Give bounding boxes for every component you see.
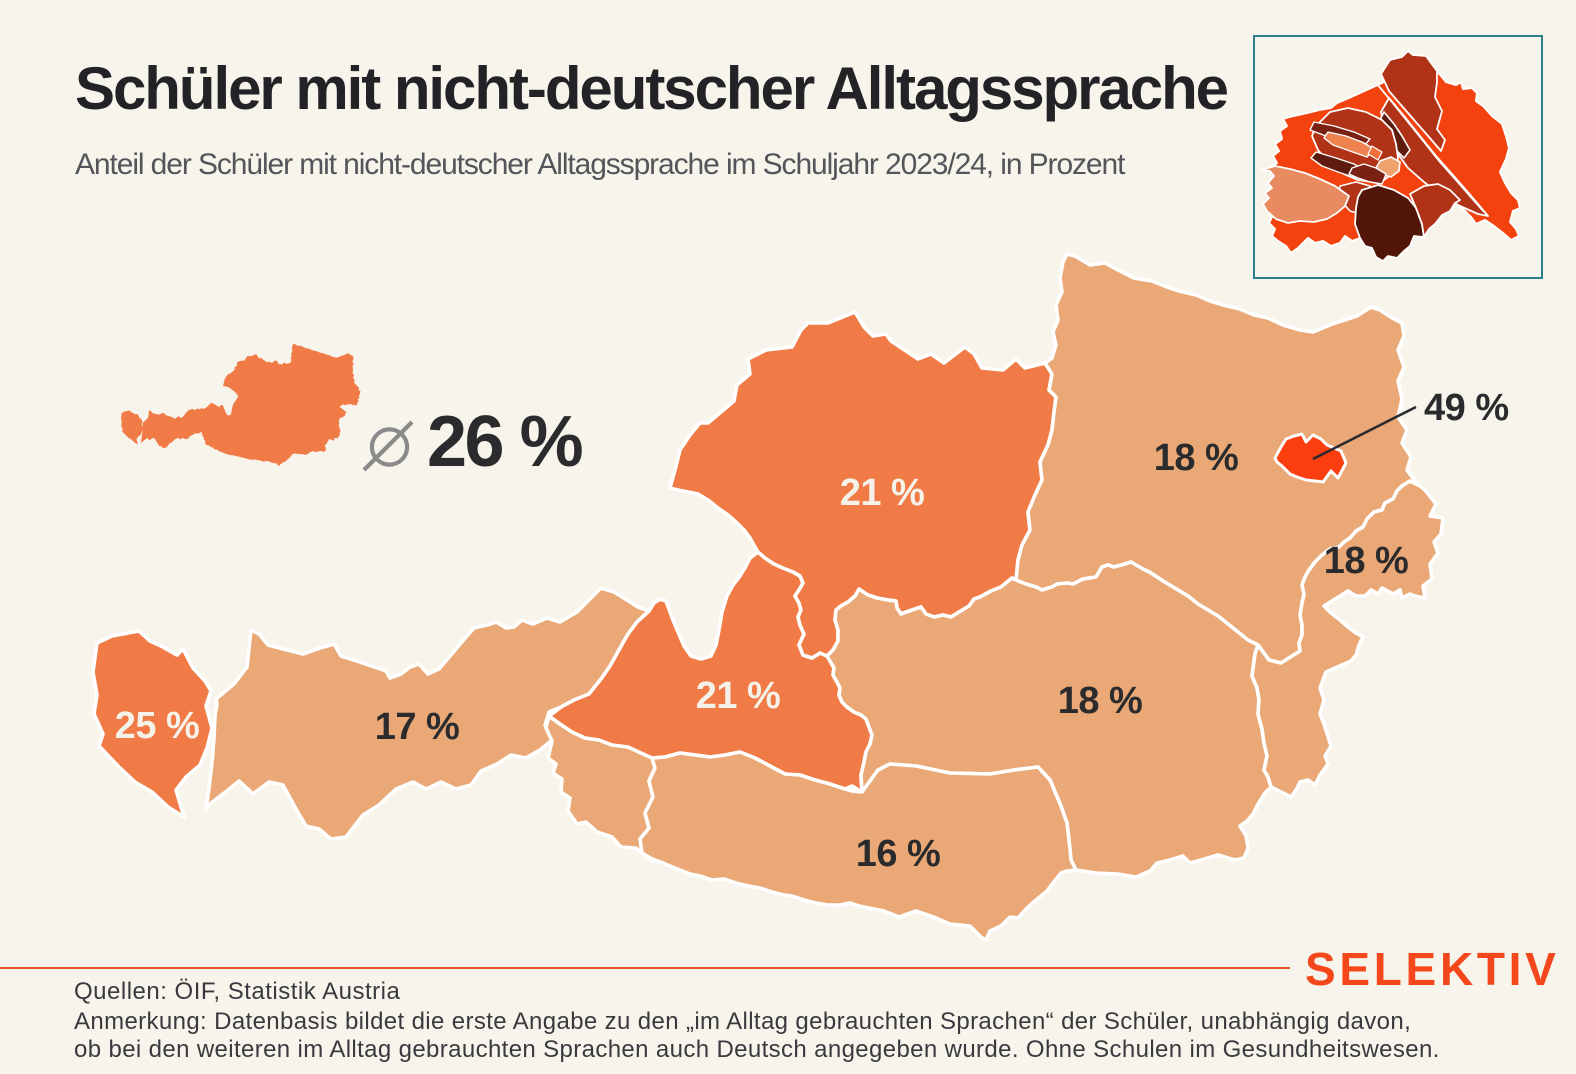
svg-text:21 %: 21 % — [840, 472, 925, 514]
svg-text:49 %: 49 % — [1424, 387, 1509, 429]
svg-text:17 %: 17 % — [375, 706, 460, 748]
svg-text:21 %: 21 % — [696, 675, 781, 717]
svg-text:25 %: 25 % — [115, 705, 200, 747]
svg-text:18 %: 18 % — [1154, 437, 1239, 479]
svg-text:26 %: 26 % — [427, 402, 583, 482]
svg-text:18 %: 18 % — [1058, 680, 1143, 722]
svg-text:18 %: 18 % — [1324, 540, 1409, 582]
svg-text:16 %: 16 % — [856, 833, 941, 875]
